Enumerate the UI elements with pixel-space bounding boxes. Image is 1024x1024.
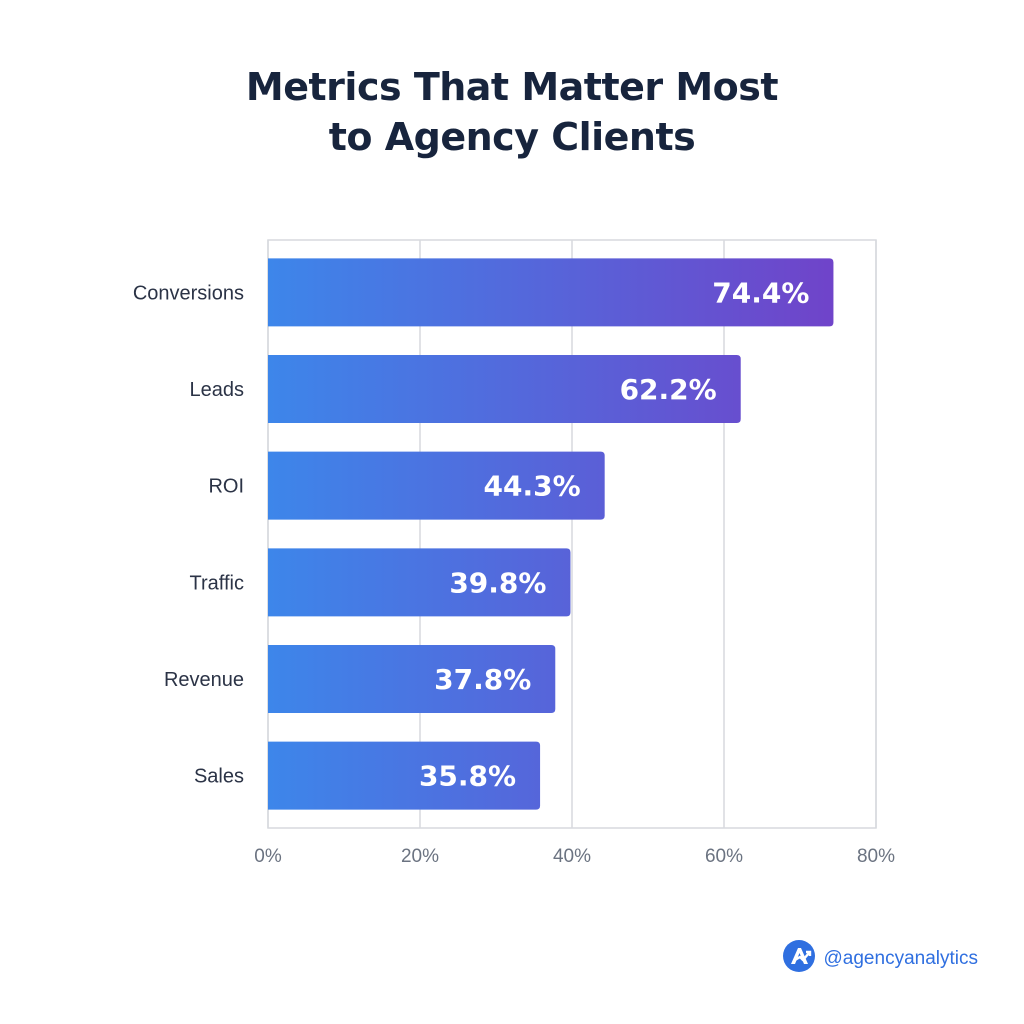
x-tick-label: 40% [553,846,591,867]
value-label: 37.8% [434,663,531,696]
category-label: Sales [194,766,244,788]
gridlines [267,239,877,829]
bar-leads [268,355,741,423]
x-tick-label: 80% [857,846,895,867]
chart-title-line-2: to Agency Clients [328,115,696,159]
value-label: 44.3% [484,470,581,503]
value-label: 39.8% [449,566,546,599]
bar-conversions [268,258,834,327]
x-tick-label: 0% [254,846,282,867]
x-tick-label: 20% [401,846,439,867]
brand-watermark: @agencyanalytics [782,939,978,978]
category-label: Leads [190,379,245,401]
brand-handle: @agencyanalytics [823,947,978,969]
category-label: Revenue [164,669,244,691]
bar-traffic [268,548,571,617]
bars [268,258,834,810]
bar-revenue [268,645,556,713]
category-label: Traffic [190,572,244,594]
value-label: 74.4% [712,276,809,309]
category-label: Conversions [133,282,244,304]
value-label: 35.8% [419,760,516,793]
agencyanalytics-logo-icon [782,939,816,978]
chart-title: Metrics That Matter Most to Agency Clien… [0,62,1024,162]
labels: 0% 20% 40% 60% 80% Conversions 74.4% Leads 62.2%… [133,276,895,867]
bar-roi [268,451,605,520]
value-label: 62.2% [620,373,717,406]
x-tick-label: 60% [705,846,743,867]
category-label: ROI [208,476,244,498]
chart-title-line-1: Metrics That Matter Most [245,65,779,109]
bar-sales [268,741,541,810]
